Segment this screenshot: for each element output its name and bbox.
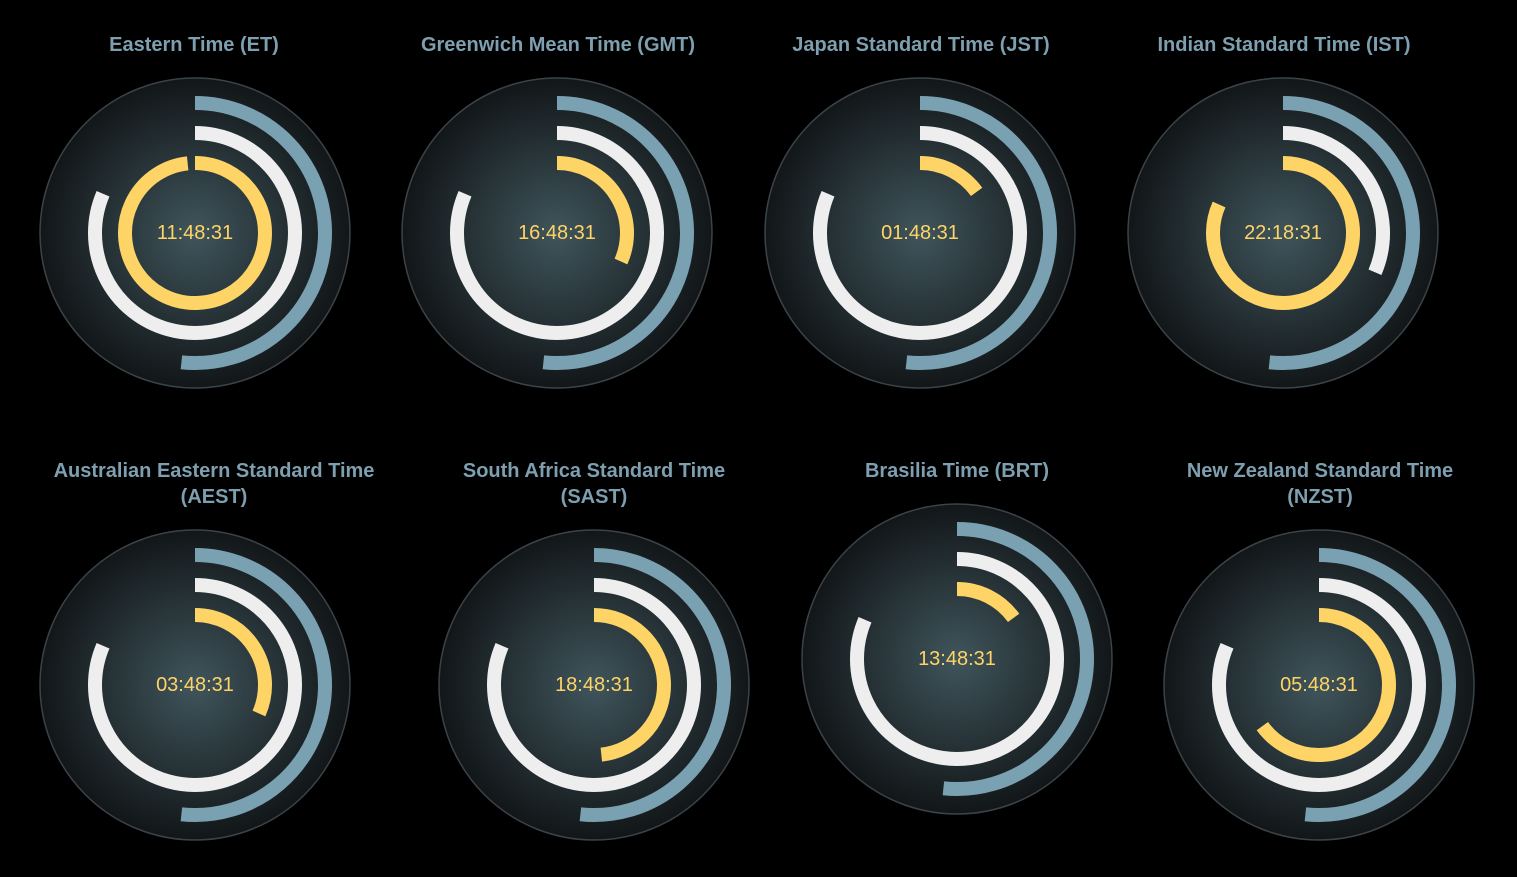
hours-ring <box>593 608 671 762</box>
clock-title: New Zealand Standard Time (NZST) <box>1186 460 1454 508</box>
clock-time-text: 18:48:31 <box>555 674 633 696</box>
clock-time-text: 22:18:31 <box>1244 222 1322 244</box>
clock-face-disc <box>39 529 351 841</box>
clock-time-text: 03:48:31 <box>156 674 234 696</box>
clock-face: 18:48:31 <box>438 529 750 841</box>
clock-title: Australian Eastern Standard Time (AEST) <box>53 460 375 508</box>
clock-time-text: 11:48:31 <box>157 222 233 244</box>
clock-face: 01:48:31 <box>764 77 1076 389</box>
clock-face-disc <box>1127 77 1439 389</box>
clock-face-disc <box>438 529 750 841</box>
clock-face-disc <box>1163 529 1475 841</box>
seconds-ring <box>579 548 731 822</box>
hours-ring <box>118 156 272 310</box>
hours-ring <box>1206 156 1360 310</box>
seconds-ring <box>542 96 694 370</box>
clock-face: 05:48:31 <box>1163 529 1475 841</box>
clock-face: 16:48:31 <box>401 77 713 389</box>
minutes-ring <box>1212 578 1426 792</box>
hours-ring <box>556 156 634 265</box>
minutes-ring <box>1282 126 1390 275</box>
hours-ring <box>919 156 983 197</box>
clock-title: Japan Standard Time (JST) <box>792 34 1050 56</box>
hours-ring <box>194 608 272 717</box>
clock-title: South Africa Standard Time (SAST) <box>462 460 726 508</box>
clock-title: Indian Standard Time (IST) <box>1157 34 1411 56</box>
seconds-ring <box>180 548 332 822</box>
clock-title: Brasilia Time (BRT) <box>864 460 1050 482</box>
clock-face-disc <box>801 503 1113 815</box>
seconds-ring <box>942 522 1094 796</box>
minutes-ring <box>487 578 701 792</box>
seconds-ring <box>1304 548 1456 822</box>
minutes-ring <box>450 126 664 340</box>
hours-ring <box>1256 608 1396 762</box>
seconds-ring <box>905 96 1057 370</box>
clock-face: 22:18:31 <box>1127 77 1439 389</box>
clock-title: Greenwich Mean Time (GMT) <box>420 34 696 56</box>
clock-face-disc <box>39 77 351 389</box>
clock-time-text: 13:48:31 <box>918 648 996 670</box>
clock-face: 13:48:31 <box>801 503 1113 815</box>
minutes-ring <box>813 126 1027 340</box>
clock-face-disc <box>401 77 713 389</box>
clock-time-text: 01:48:31 <box>881 222 959 244</box>
minutes-ring <box>88 126 302 340</box>
seconds-ring <box>1268 96 1420 370</box>
clock-face: 11:48:31 <box>39 77 351 389</box>
clock-time-text: 05:48:31 <box>1280 674 1358 696</box>
clock-time-text: 16:48:31 <box>518 222 596 244</box>
clock-title: Eastern Time (ET) <box>109 34 279 56</box>
hours-ring <box>956 582 1020 623</box>
clock-face: 03:48:31 <box>39 529 351 841</box>
seconds-ring <box>180 96 332 370</box>
clock-face-disc <box>764 77 1076 389</box>
minutes-ring <box>88 578 302 792</box>
minutes-ring <box>850 552 1064 766</box>
